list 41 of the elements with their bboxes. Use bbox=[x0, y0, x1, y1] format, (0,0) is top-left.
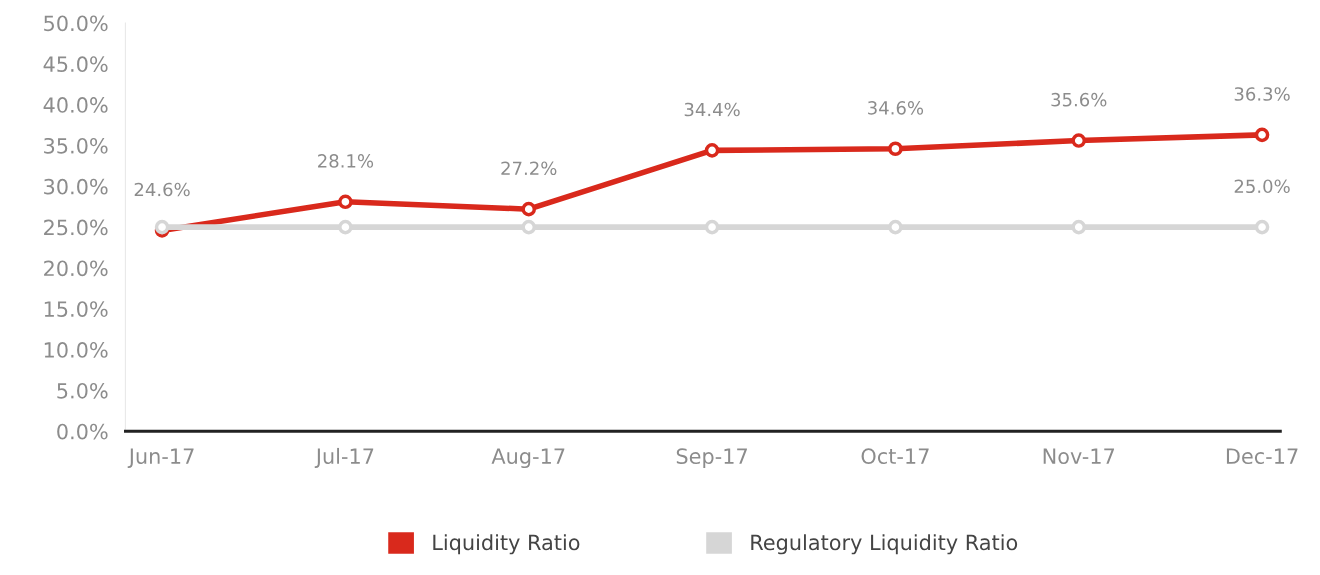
legend-label: Regulatory Liquidity Ratio bbox=[751, 534, 1018, 555]
point bbox=[338, 219, 353, 235]
y-tick-label: 45.0% bbox=[43, 56, 108, 73]
point bbox=[521, 219, 537, 235]
point bbox=[1071, 133, 1087, 148]
point bbox=[704, 143, 720, 158]
point bbox=[888, 141, 903, 157]
y-tick-label: 15.0% bbox=[44, 301, 108, 317]
y-tick-label: 35.0% bbox=[44, 137, 108, 154]
x-tick-label: Jun-17 bbox=[127, 448, 194, 468]
data-label: 34.4% bbox=[684, 102, 740, 117]
x-tick-label: Oct-17 bbox=[861, 448, 929, 465]
point bbox=[338, 194, 353, 210]
y-tick-label: 50.0% bbox=[44, 15, 108, 32]
x-tick-label: Sep-17 bbox=[676, 448, 747, 469]
data-label: 36.3% bbox=[1234, 87, 1290, 101]
x-tick-label: Nov-17 bbox=[1043, 448, 1115, 465]
point bbox=[1071, 219, 1087, 235]
y-tick-label: 25.0% bbox=[44, 219, 108, 236]
y-tick-label: 40.0% bbox=[43, 97, 108, 113]
point bbox=[1254, 127, 1270, 143]
x-tick-label: Dec-17 bbox=[1226, 448, 1298, 465]
data-label: 24.6% bbox=[134, 182, 190, 197]
y-tick-label: 20.0% bbox=[44, 260, 108, 277]
data-label: 35.6% bbox=[1051, 92, 1107, 107]
y-tick-label: 30.0% bbox=[44, 178, 108, 195]
data-label: 34.6% bbox=[868, 101, 924, 115]
data-label: 28.1% bbox=[318, 154, 374, 168]
data-label: 25.0% bbox=[1234, 179, 1290, 194]
point bbox=[704, 219, 720, 235]
x-tick-label: Jul-17 bbox=[314, 447, 374, 468]
point bbox=[888, 219, 903, 235]
data-label: 27.2% bbox=[501, 161, 557, 176]
point bbox=[521, 201, 537, 217]
y-tick-label: 5.0% bbox=[57, 382, 108, 399]
legend-label: Liquidity Ratio bbox=[433, 534, 580, 555]
x-tick-label: Aug-17 bbox=[491, 448, 565, 469]
y-tick-label: 0.0% bbox=[57, 423, 108, 440]
point bbox=[1254, 219, 1270, 235]
y-tick-label: 10.0% bbox=[44, 342, 108, 358]
point bbox=[154, 219, 170, 235]
